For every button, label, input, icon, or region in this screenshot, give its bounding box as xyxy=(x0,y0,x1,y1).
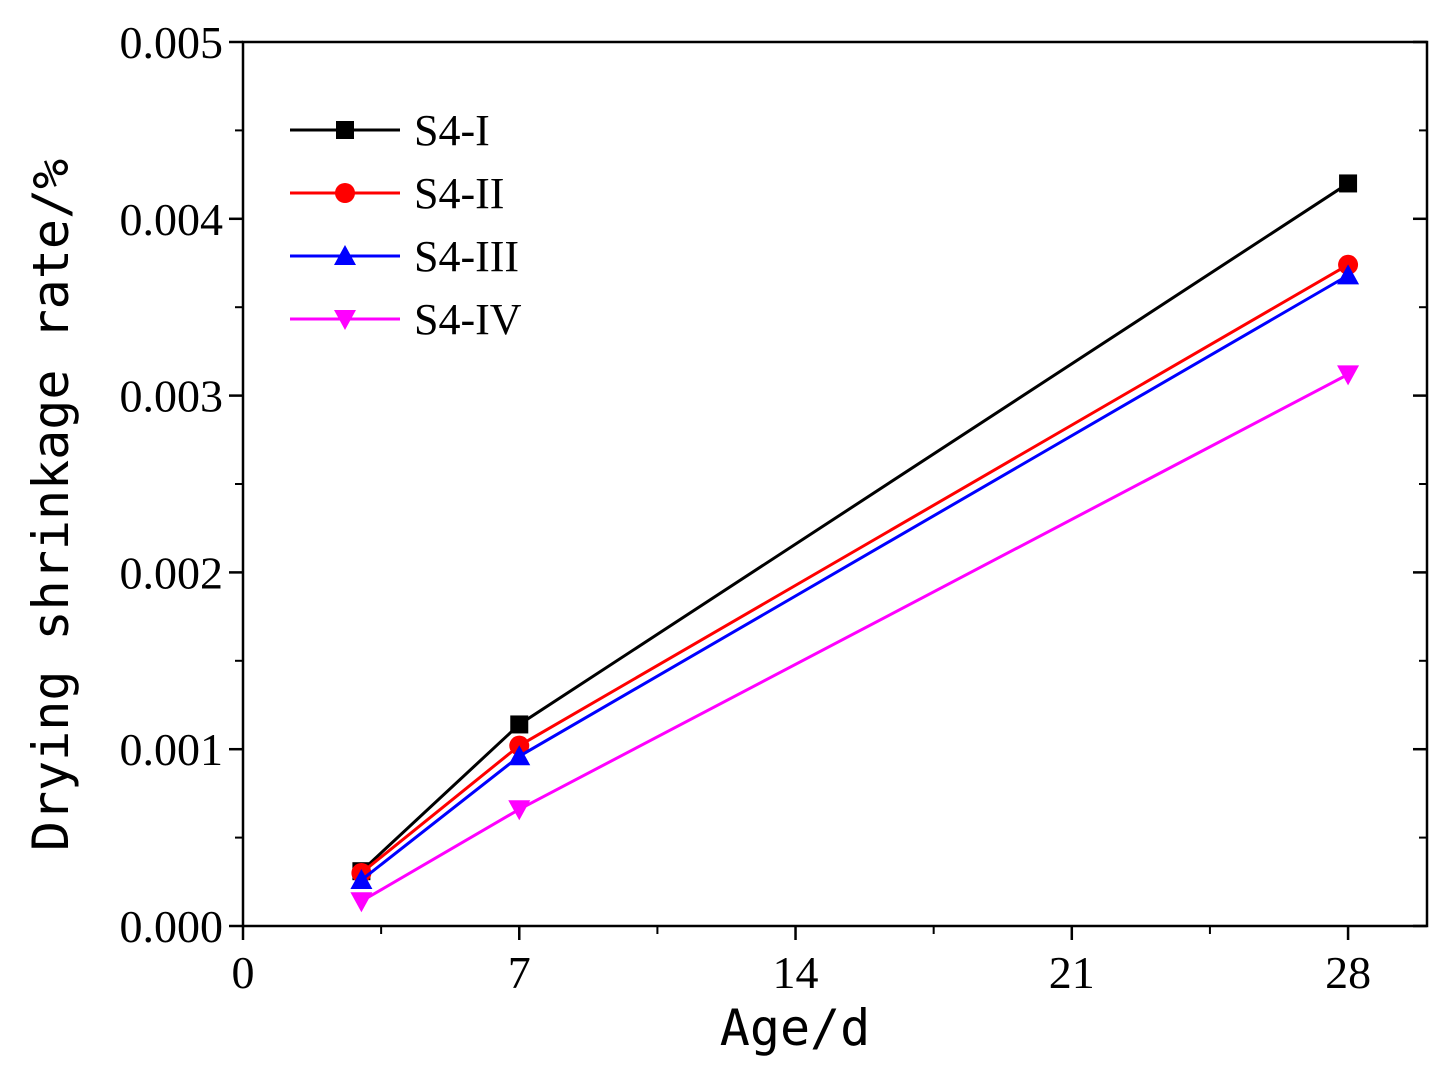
y-tick-label: 0.001 xyxy=(120,724,224,775)
legend-item: S4-II xyxy=(290,169,504,218)
data-point xyxy=(350,869,373,890)
series-S4-IV xyxy=(350,365,1360,913)
axis-tick-labels: 0 7 14 21 28 0.000 0.001 0.002 0.003 0.004 0.005 xyxy=(120,17,1372,998)
series-line xyxy=(360,373,1349,903)
x-tick-label: 7 xyxy=(508,947,531,998)
series-layer xyxy=(350,174,1360,913)
data-point xyxy=(1337,264,1360,285)
x-tick-label: 14 xyxy=(773,947,819,998)
x-axis-title: Age/d xyxy=(720,999,871,1057)
x-tick-label: 0 xyxy=(232,947,255,998)
y-tick-label: 0.004 xyxy=(120,194,224,245)
legend-label: S4-III xyxy=(414,232,519,281)
legend-label: S4-II xyxy=(414,169,504,218)
legend-marker xyxy=(334,310,356,330)
legend-label: S4-IV xyxy=(414,295,522,344)
legend-label: S4-I xyxy=(414,106,490,155)
legend-item: S4-III xyxy=(290,232,519,281)
series-S4-III xyxy=(350,264,1360,890)
legend-marker xyxy=(335,183,355,203)
data-point xyxy=(508,745,531,766)
series-line xyxy=(360,182,1349,873)
axis-ticks xyxy=(229,40,1427,940)
series-line xyxy=(360,263,1349,875)
legend-marker xyxy=(336,121,354,139)
legend-marker xyxy=(334,245,356,265)
x-tick-label: 21 xyxy=(1049,947,1095,998)
data-point xyxy=(508,800,531,821)
data-point xyxy=(510,715,529,734)
legend-item: S4-IV xyxy=(290,295,522,344)
x-tick-label: 28 xyxy=(1325,947,1371,998)
y-tick-label: 0.000 xyxy=(120,901,224,952)
data-point xyxy=(1337,365,1360,386)
legend: S4-I S4-II S4-III S4-IV xyxy=(290,106,522,344)
y-axis-title: Drying shrinkage rate/% xyxy=(22,159,80,851)
y-tick-label: 0.002 xyxy=(120,547,224,598)
legend-item: S4-I xyxy=(290,106,490,155)
series-S4-II xyxy=(351,254,1359,883)
data-point xyxy=(1339,174,1358,193)
y-tick-label: 0.005 xyxy=(120,17,224,68)
data-point xyxy=(350,892,373,913)
y-tick-label: 0.003 xyxy=(120,371,224,422)
series-line xyxy=(360,274,1349,882)
